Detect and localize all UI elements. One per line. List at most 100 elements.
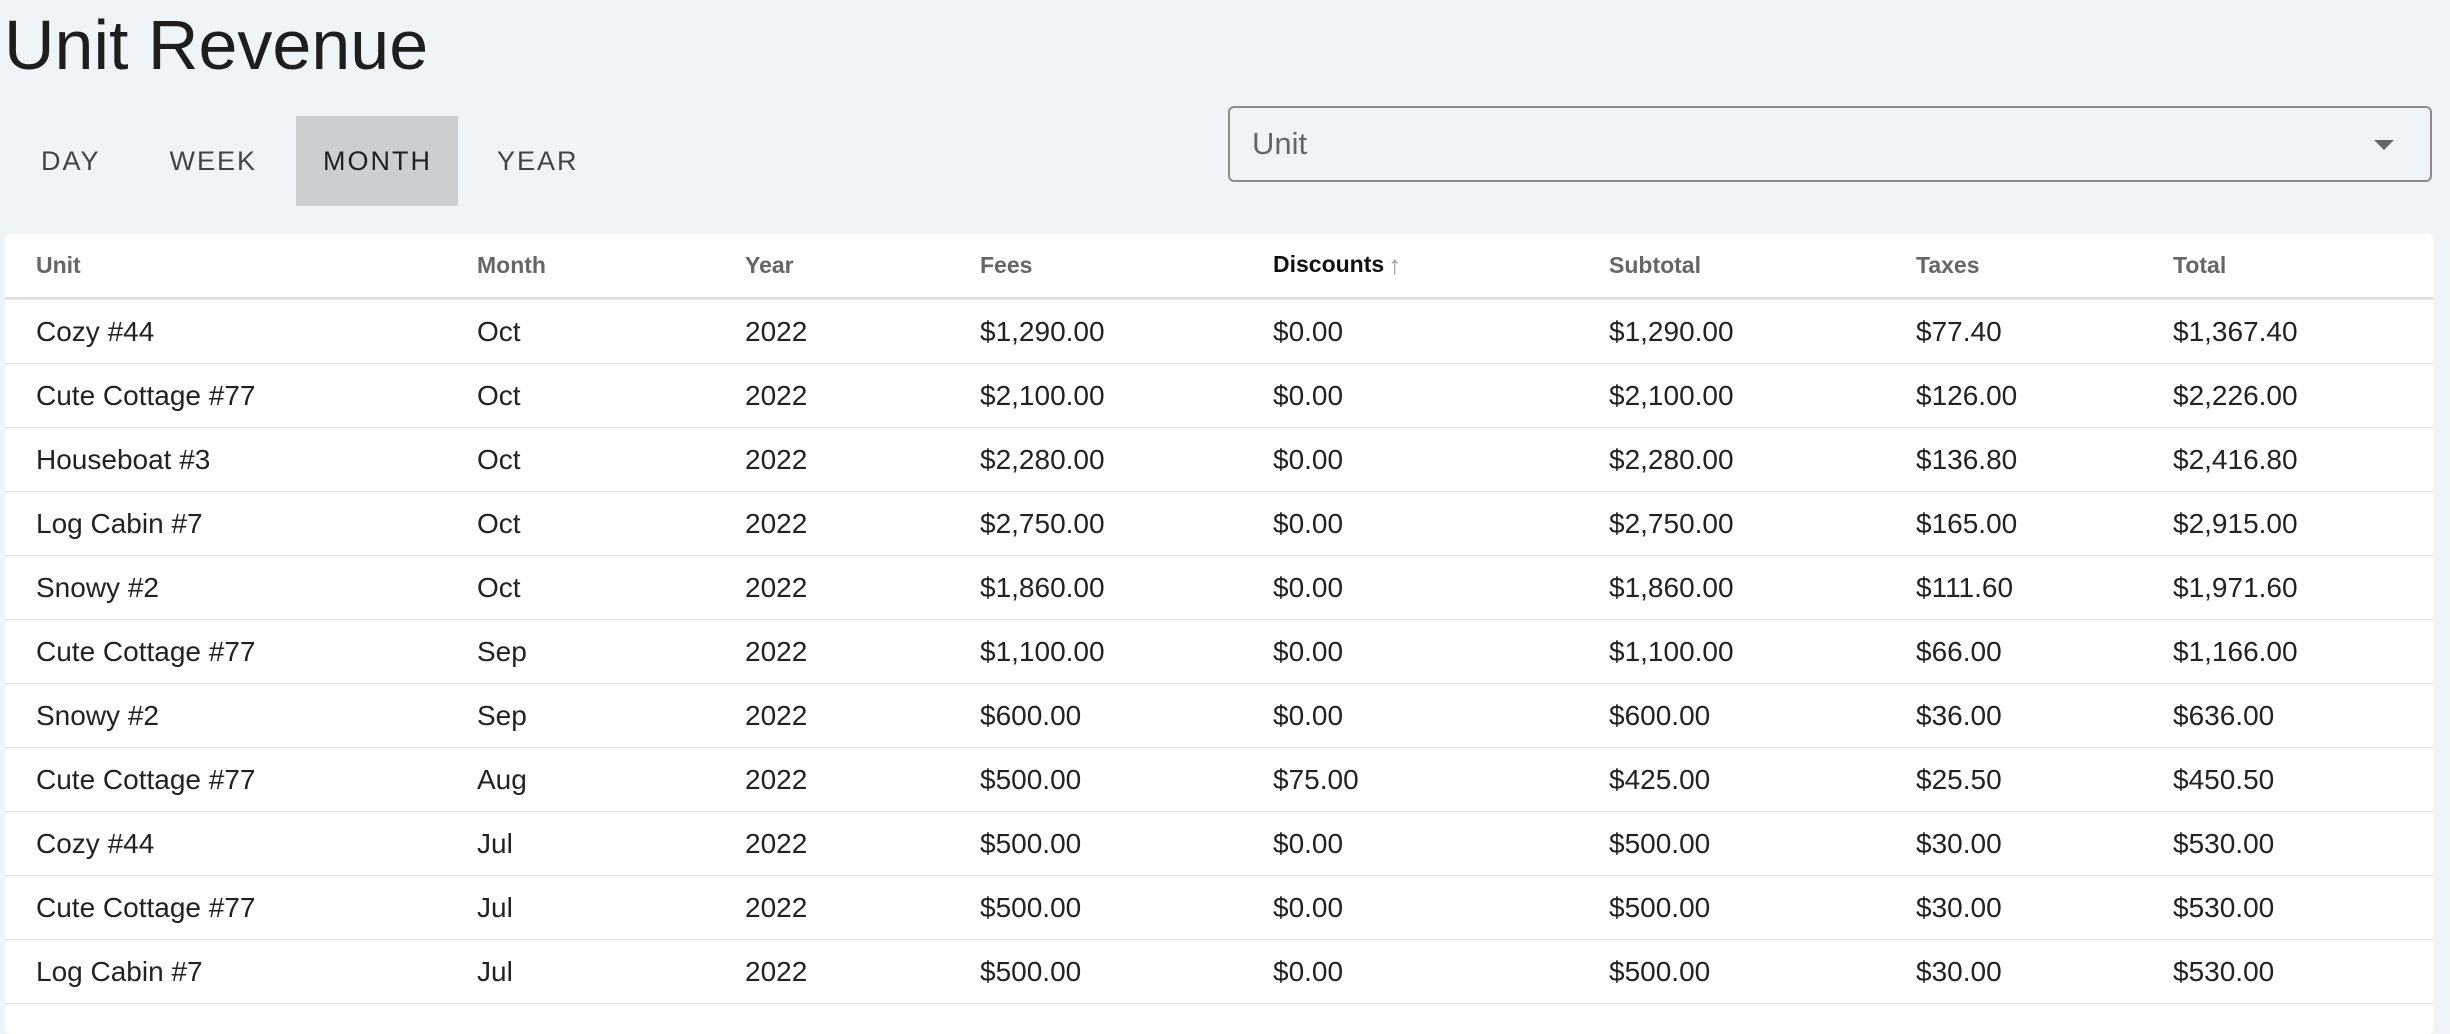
table-row[interactable]: Houseboat #3 Oct 2022 $2,280.00 $0.00 $2,280.…: [5, 427, 2434, 492]
column-header-label: Discounts: [1273, 251, 1385, 277]
cell-discounts: $0.00: [1273, 875, 1609, 940]
table-row[interactable]: Log Cabin #7 Oct 2022 $2,750.00 $0.00 $2,750.…: [5, 491, 2434, 556]
cell-discounts: $75.00: [1273, 747, 1609, 812]
cell-total: $1,166.00: [2173, 619, 2434, 684]
table-body: Cozy #44 Oct 2022 $1,290.00 $0.00 $1,290.00 $7…: [5, 298, 2434, 1004]
cell-month: Aug: [477, 747, 745, 812]
column-header-label: Unit: [36, 252, 81, 278]
tab-year[interactable]: YEAR: [497, 145, 579, 176]
cell-month: Oct: [477, 555, 745, 620]
column-header-month[interactable]: Month: [477, 234, 745, 300]
table-row[interactable]: Cute Cottage #77 Jul 2022 $500.00 $0.00 $500.…: [5, 875, 2434, 940]
table-row[interactable]: Snowy #2 Sep 2022 $600.00 $0.00 $600.00 $36.00…: [5, 683, 2434, 748]
cell-month: Sep: [477, 683, 745, 748]
cell-unit: Cute Cottage #77: [5, 747, 477, 812]
cell-total: $530.00: [2173, 875, 2434, 940]
table-row[interactable]: Log Cabin #7 Jul 2022 $500.00 $0.00 $500.00 $3…: [5, 939, 2434, 1004]
table-row[interactable]: Cozy #44 Oct 2022 $1,290.00 $0.00 $1,290.00 $7…: [5, 298, 2434, 364]
table-row[interactable]: Cute Cottage #77 Aug 2022 $500.00 $75.00 $425…: [5, 747, 2434, 812]
cell-total: $530.00: [2173, 811, 2434, 876]
cell-subtotal: $2,750.00: [1609, 491, 1916, 556]
column-header-unit[interactable]: Unit: [5, 234, 477, 300]
cell-fees: $2,100.00: [980, 363, 1273, 428]
cell-month: Oct: [477, 298, 745, 364]
table-row[interactable]: Snowy #2 Oct 2022 $1,860.00 $0.00 $1,860.00 $1…: [5, 555, 2434, 620]
table-header-row: Unit Month Year Fees Discounts ↑ Subtotal Taxes…: [5, 234, 2434, 300]
cell-fees: $500.00: [980, 747, 1273, 812]
column-header-year[interactable]: Year: [745, 234, 980, 300]
cell-subtotal: $2,100.00: [1609, 363, 1916, 428]
cell-taxes: $126.00: [1916, 363, 2173, 428]
cell-month: Jul: [477, 939, 745, 1004]
cell-fees: $1,100.00: [980, 619, 1273, 684]
cell-year: 2022: [745, 811, 980, 876]
cell-total: $2,915.00: [2173, 491, 2434, 556]
cell-taxes: $165.00: [1916, 491, 2173, 556]
column-header-taxes[interactable]: Taxes: [1916, 234, 2173, 300]
cell-subtotal: $500.00: [1609, 939, 1916, 1004]
caret-down-icon[interactable]: [2374, 140, 2394, 150]
cell-unit: Log Cabin #7: [5, 939, 477, 1004]
cell-discounts: $0.00: [1273, 363, 1609, 428]
cell-total: $530.00: [2173, 939, 2434, 1004]
table-row[interactable]: Cozy #44 Jul 2022 $500.00 $0.00 $500.00 $30.00…: [5, 811, 2434, 876]
unit-select[interactable]: Unit: [1228, 106, 2432, 182]
cell-total: $1,367.40: [2173, 298, 2434, 364]
cell-taxes: $111.60: [1916, 555, 2173, 620]
tab-month[interactable]: MONTH: [296, 116, 459, 206]
column-header-label: Fees: [980, 252, 1033, 278]
cell-taxes: $25.50: [1916, 747, 2173, 812]
cell-subtotal: $2,280.00: [1609, 427, 1916, 492]
cell-year: 2022: [745, 555, 980, 620]
cell-discounts: $0.00: [1273, 298, 1609, 364]
cell-discounts: $0.00: [1273, 811, 1609, 876]
sort-ascending-icon[interactable]: ↑: [1388, 250, 1402, 280]
cell-fees: $1,290.00: [980, 298, 1273, 364]
cell-unit: Cute Cottage #77: [5, 363, 477, 428]
cell-subtotal: $1,860.00: [1609, 555, 1916, 620]
column-header-fees[interactable]: Fees: [980, 234, 1273, 300]
cell-unit: Log Cabin #7: [5, 491, 477, 556]
cell-fees: $600.00: [980, 683, 1273, 748]
cell-fees: $500.00: [980, 875, 1273, 940]
cell-subtotal: $600.00: [1609, 683, 1916, 748]
cell-fees: $500.00: [980, 939, 1273, 1004]
cell-month: Oct: [477, 363, 745, 428]
cell-unit: Cozy #44: [5, 811, 477, 876]
page-title: Unit Revenue: [4, 6, 429, 84]
cell-year: 2022: [745, 619, 980, 684]
cell-taxes: $136.80: [1916, 427, 2173, 492]
cell-year: 2022: [745, 363, 980, 428]
column-header-discounts[interactable]: Discounts ↑: [1273, 234, 1609, 300]
cell-discounts: $0.00: [1273, 619, 1609, 684]
cell-month: Jul: [477, 811, 745, 876]
cell-unit: Cozy #44: [5, 298, 477, 364]
tab-week[interactable]: WEEK: [169, 145, 258, 176]
column-header-label: Total: [2173, 252, 2227, 278]
cell-year: 2022: [745, 939, 980, 1004]
cell-year: 2022: [745, 491, 980, 556]
cell-subtotal: $425.00: [1609, 747, 1916, 812]
cell-total: $450.50: [2173, 747, 2434, 812]
tab-day[interactable]: DAY: [41, 145, 101, 176]
cell-total: $2,416.80: [2173, 427, 2434, 492]
unit-select-placeholder: Unit: [1252, 126, 1308, 161]
cell-year: 2022: [745, 875, 980, 940]
cell-month: Jul: [477, 875, 745, 940]
cell-discounts: $0.00: [1273, 427, 1609, 492]
column-header-total[interactable]: Total: [2173, 234, 2434, 300]
column-header-subtotal[interactable]: Subtotal: [1609, 234, 1916, 300]
cell-discounts: $0.00: [1273, 683, 1609, 748]
cell-fees: $2,280.00: [980, 427, 1273, 492]
column-header-label: Year: [745, 252, 794, 278]
table-row[interactable]: Cute Cottage #77 Sep 2022 $1,100.00 $0.00 $1,…: [5, 619, 2434, 684]
cell-month: Oct: [477, 427, 745, 492]
cell-unit: Cute Cottage #77: [5, 875, 477, 940]
cell-month: Oct: [477, 491, 745, 556]
revenue-table: Unit Month Year Fees Discounts ↑ Subtotal Taxes…: [5, 234, 2434, 1004]
cell-discounts: $0.00: [1273, 491, 1609, 556]
table-row[interactable]: Cute Cottage #77 Oct 2022 $2,100.00 $0.00 $2,…: [5, 363, 2434, 428]
cell-year: 2022: [745, 298, 980, 364]
cell-subtotal: $1,290.00: [1609, 298, 1916, 364]
cell-taxes: $77.40: [1916, 298, 2173, 364]
